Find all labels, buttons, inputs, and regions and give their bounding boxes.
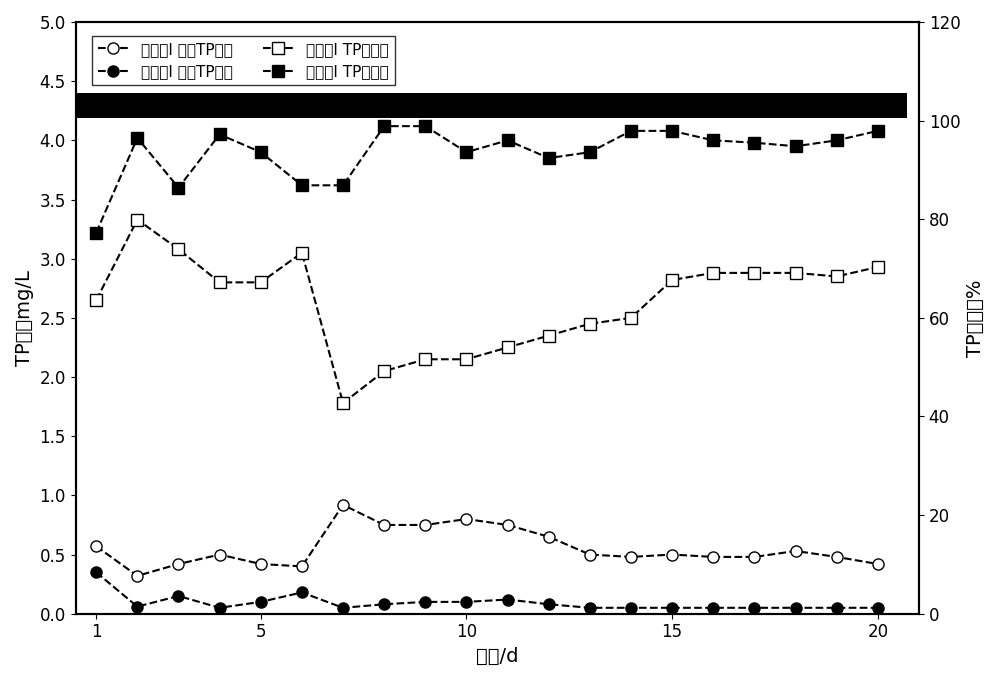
实验组I TP去除率 xyxy=(296,181,308,189)
对照组I TP去除率 xyxy=(419,355,431,364)
实验组I 出水TP浓度 xyxy=(296,588,308,597)
对照组I TP去除率 xyxy=(625,314,637,322)
实验组I 出水TP浓度 xyxy=(831,604,843,612)
实验组I 出水TP浓度 xyxy=(419,598,431,606)
对照组I 出水TP浓度 xyxy=(419,521,431,529)
实验组I 出水TP浓度 xyxy=(172,592,184,600)
实验组I TP去除率 xyxy=(831,136,843,144)
对照组I 出水TP浓度 xyxy=(666,550,678,558)
对照组I 出水TP浓度 xyxy=(831,553,843,561)
对照组I TP去除率 xyxy=(707,269,719,277)
实验组I 出水TP浓度 xyxy=(748,604,760,612)
实验组I TP去除率 xyxy=(172,184,184,192)
对照组I TP去除率 xyxy=(748,269,760,277)
对照组I 出水TP浓度 xyxy=(255,560,267,568)
对照组I TP去除率 xyxy=(460,355,472,364)
对照组I 出水TP浓度 xyxy=(584,550,596,558)
实验组I TP去除率 xyxy=(460,148,472,156)
对照组I TP去除率 xyxy=(296,249,308,257)
对照组I TP去除率 xyxy=(502,343,514,351)
实验组I 出水TP浓度 xyxy=(584,604,596,612)
实验组I TP去除率 xyxy=(584,148,596,156)
实验组I TP去除率 xyxy=(255,148,267,156)
实验组I 出水TP浓度 xyxy=(872,604,884,612)
实验组I TP去除率 xyxy=(131,134,143,142)
对照组I TP去除率 xyxy=(131,216,143,224)
对照组I 出水TP浓度 xyxy=(296,563,308,571)
对照组I 出水TP浓度 xyxy=(214,550,226,558)
实验组I 出水TP浓度 xyxy=(255,598,267,606)
对照组I 出水TP浓度 xyxy=(543,533,555,541)
对照组I 出水TP浓度 xyxy=(748,553,760,561)
对照组I 出水TP浓度 xyxy=(625,553,637,561)
实验组I 出水TP浓度 xyxy=(337,604,349,612)
实验组I 出水TP浓度 xyxy=(90,568,102,576)
对照组I TP去除率 xyxy=(337,399,349,407)
Legend: 对照组I 出水TP浓度, 实验组I 出水TP浓度, 对照组I TP去除率, 实验组I TP去除率: 对照组I 出水TP浓度, 实验组I 出水TP浓度, 对照组I TP去除率, 实验… xyxy=(92,35,395,85)
X-axis label: 时间/d: 时间/d xyxy=(476,647,519,666)
实验组I TP去除率 xyxy=(748,139,760,147)
实验组I 出水TP浓度 xyxy=(625,604,637,612)
实验组I 出水TP浓度 xyxy=(378,600,390,608)
对照组I TP去除率 xyxy=(831,272,843,281)
实验组I TP去除率 xyxy=(625,127,637,135)
实验组I TP去除率 xyxy=(666,127,678,135)
实验组I TP去除率 xyxy=(707,136,719,144)
实验组I TP去除率 xyxy=(214,130,226,138)
对照组I TP去除率 xyxy=(255,279,267,287)
对照组I 出水TP浓度 xyxy=(707,553,719,561)
Line: 实验组I 出水TP浓度: 实验组I 出水TP浓度 xyxy=(91,567,883,614)
对照组I 出水TP浓度 xyxy=(790,547,802,555)
对照组I TP去除率 xyxy=(172,245,184,253)
Line: 实验组I TP去除率: 实验组I TP去除率 xyxy=(91,121,883,238)
对照组I TP去除率 xyxy=(90,296,102,304)
对照组I 出水TP浓度 xyxy=(90,542,102,550)
Line: 对照组I TP去除率: 对照组I TP去除率 xyxy=(91,214,883,409)
对照组I 出水TP浓度 xyxy=(502,521,514,529)
对照组I TP去除率 xyxy=(214,279,226,287)
实验组I TP去除率 xyxy=(872,127,884,135)
对照组I TP去除率 xyxy=(872,263,884,271)
实验组I TP去除率 xyxy=(790,142,802,151)
实验组I 出水TP浓度 xyxy=(460,598,472,606)
实验组I TP去除率 xyxy=(543,154,555,162)
对照组I TP去除率 xyxy=(666,276,678,284)
实验组I 出水TP浓度 xyxy=(502,595,514,603)
实验组I TP去除率 xyxy=(502,136,514,144)
实验组I 出水TP浓度 xyxy=(707,604,719,612)
实验组I 出水TP浓度 xyxy=(131,603,143,611)
Line: 对照组I 出水TP浓度: 对照组I 出水TP浓度 xyxy=(91,499,883,582)
对照组I TP去除率 xyxy=(543,332,555,340)
实验组I TP去除率 xyxy=(419,122,431,130)
对照组I 出水TP浓度 xyxy=(172,560,184,568)
Y-axis label: TP去除率%: TP去除率% xyxy=(966,279,985,357)
实验组I TP去除率 xyxy=(90,229,102,237)
对照组I TP去除率 xyxy=(584,319,596,328)
实验组I TP去除率 xyxy=(337,181,349,189)
对照组I 出水TP浓度 xyxy=(460,515,472,523)
对照组I 出水TP浓度 xyxy=(872,560,884,568)
对照组I TP去除率 xyxy=(790,269,802,277)
对照组I 出水TP浓度 xyxy=(378,521,390,529)
对照组I TP去除率 xyxy=(378,367,390,375)
对照组I 出水TP浓度 xyxy=(131,572,143,580)
实验组I 出水TP浓度 xyxy=(790,604,802,612)
Y-axis label: TP浓度mg/L: TP浓度mg/L xyxy=(15,270,34,366)
实验组I 出水TP浓度 xyxy=(214,604,226,612)
实验组I 出水TP浓度 xyxy=(666,604,678,612)
实验组I TP去除率 xyxy=(378,122,390,130)
实验组I 出水TP浓度 xyxy=(543,600,555,608)
对照组I 出水TP浓度 xyxy=(337,501,349,509)
